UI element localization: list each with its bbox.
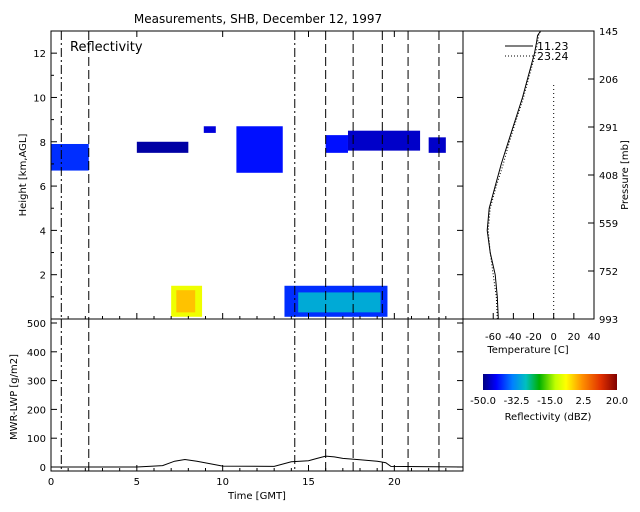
- snd-y-tick-label-5: 752: [599, 267, 618, 278]
- lwp-y-tick-label-2: 200: [27, 405, 46, 416]
- colorbar-tick-label-0: -50.0: [470, 396, 496, 407]
- colorbar-label: Reflectivity (dBZ): [505, 412, 592, 423]
- snd-y-tick-label-6: 993: [599, 315, 618, 326]
- snd-y-tick-label-3: 408: [599, 171, 618, 182]
- colorbar-tick-label-4: 20.0: [606, 396, 628, 407]
- echo-region-3: [298, 292, 381, 313]
- echo-layer: [51, 126, 446, 317]
- lwp-x-tick-label-2: 10: [216, 477, 229, 488]
- reflectivity-panel: 2 4 6 8 10 12 Height [km,AGL]: [18, 30, 464, 320]
- echo-region-9: [347, 130, 421, 151]
- colorbar-tick-labels: -50.0 -32.5 -15.0 2.5 20.0: [470, 396, 628, 407]
- main-y-axis-label: Height [km,AGL]: [18, 134, 29, 217]
- temperature-axis-label: Temperature [C]: [486, 345, 568, 356]
- colorbar-gradient: [483, 374, 617, 390]
- reflectivity-plot-frame: [50, 30, 464, 320]
- lwp-y-tick-label-1: 100: [27, 434, 46, 445]
- main-y-ticks: 2 4 6 8 10 12: [33, 49, 463, 320]
- lwp-x-tick-label-0: 0: [48, 477, 54, 488]
- lwp-x-tick-label-4: 20: [388, 477, 401, 488]
- chart-title: Measurements, SHB, December 12, 1997: [134, 12, 382, 26]
- time-axis-label: Time [GMT]: [227, 491, 286, 502]
- main-y-tick-label-2: 4: [40, 226, 46, 237]
- lwp-y-ticks: 0 100 200 300 400 500: [27, 319, 463, 474]
- snd-y-tick-label-2: 291: [599, 123, 618, 134]
- lwp-x-tick-label-3: 15: [302, 477, 315, 488]
- main-y-tick-label-6: 12: [33, 49, 46, 60]
- main-y-tick-label-4: 8: [40, 138, 46, 149]
- echo-region-6: [325, 135, 348, 153]
- lwp-panel: 0 5 10 15 20 0 100 200 300 400 500 MWR-LWP [g/m2]…: [9, 316, 464, 502]
- sounding-line-2324: [487, 30, 542, 320]
- lwp-y-tick-label-5: 500: [27, 319, 46, 330]
- snd-x-tick-label-1: -40: [505, 332, 521, 343]
- echo-region-8: [136, 141, 189, 153]
- legend-label-2324: 23.24: [537, 50, 569, 63]
- snd-x-tick-label-5: 40: [588, 332, 601, 343]
- echo-region-10: [428, 137, 446, 153]
- echo-region-5: [236, 126, 283, 173]
- lwp-series-line: [51, 455, 464, 468]
- echo-region-1: [176, 290, 196, 313]
- colorbar-tick-label-1: -32.5: [504, 396, 530, 407]
- lwp-y-axis-label: MWR-LWP [g/m2]: [9, 354, 20, 440]
- sounding-x-ticks: -60 -40 -20 0 20 40: [485, 313, 600, 343]
- main-y-tick-label-3: 6: [40, 182, 46, 193]
- snd-y-tick-label-1: 206: [599, 75, 618, 86]
- main-x-ticks: [50, 31, 395, 319]
- colorbar: -50.0 -32.5 -15.0 2.5 20.0 Reflectivity (dBZ…: [470, 374, 628, 423]
- snd-y-tick-label-0: 145: [599, 27, 618, 38]
- colorbar-tick-label-3: 2.5: [576, 396, 592, 407]
- lwp-x-ticks: 0 5 10 15 20: [48, 316, 447, 488]
- echo-region-4: [51, 143, 89, 171]
- snd-x-tick-label-0: -60: [485, 332, 501, 343]
- pressure-axis-label: Pressure [mb]: [620, 140, 631, 210]
- lwp-y-tick-label-0: 0: [40, 463, 46, 474]
- time-markers: [60, 31, 440, 319]
- lwp-plot-frame: [50, 318, 464, 472]
- main-y-tick-label-1: 2: [40, 271, 46, 282]
- colorbar-tick-label-2: -15.0: [537, 396, 563, 407]
- main-y-tick-label-5: 10: [33, 93, 46, 104]
- snd-y-tick-label-4: 559: [599, 219, 618, 230]
- snd-x-tick-label-2: -20: [525, 332, 541, 343]
- legend-label-1123: 11.23: [537, 40, 569, 53]
- sounding-y-ticks: 145 206 291 408 559 752 993: [588, 27, 618, 326]
- sounding-line-1123: [486, 30, 542, 320]
- lwp-time-markers: [60, 319, 440, 471]
- lwp-y-tick-label-4: 400: [27, 348, 46, 359]
- echo-region-7: [203, 126, 216, 133]
- snd-x-tick-label-3: 0: [551, 332, 557, 343]
- reflectivity-annotation: Reflectivity: [70, 40, 143, 55]
- sounding-panel: -60 -40 -20 0 20 40 145 206 291 408 559 752 993 Tem…: [462, 27, 631, 356]
- snd-x-tick-label-4: 20: [567, 332, 580, 343]
- lwp-y-tick-label-3: 300: [27, 377, 46, 388]
- lwp-x-tick-label-1: 5: [134, 477, 140, 488]
